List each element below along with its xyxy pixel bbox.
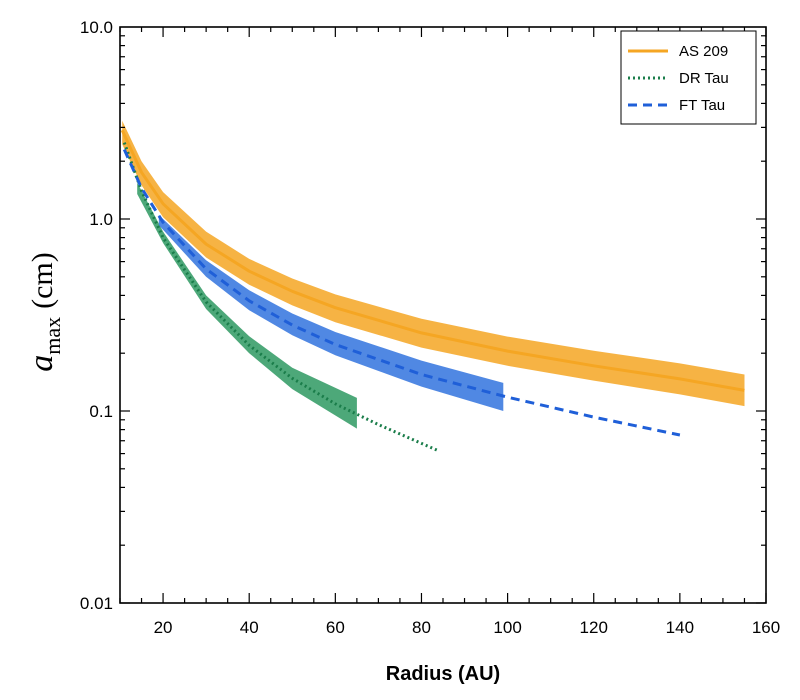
tick-labels: 20 40 60 80 100 120 140 160 0.01 0.1 1.0 10.0	[80, 18, 780, 637]
x-axis-title: Radius (AU)	[386, 663, 500, 685]
x-tick-label: 140	[666, 618, 694, 637]
y-tick-label: 0.1	[89, 402, 113, 421]
y-axis-title-main: a	[23, 355, 60, 372]
x-tick-label: 160	[752, 618, 780, 637]
legend-label-drtau: DR Tau	[679, 70, 729, 87]
x-tick-label: 40	[240, 618, 259, 637]
x-tick-label: 20	[154, 618, 173, 637]
y-axis-title-subscript: max	[40, 317, 65, 355]
legend-label-as209: AS 209	[679, 43, 728, 60]
y-tick-label: 0.01	[80, 594, 113, 613]
x-tick-label: 80	[412, 618, 431, 637]
line-drtau	[122, 142, 440, 453]
x-tick-label: 60	[326, 618, 345, 637]
y-axis-title-unit: (cm)	[26, 252, 59, 309]
band-fttau	[158, 214, 504, 411]
legend: AS 209 DR Tau FT Tau	[620, 30, 757, 125]
band-as209	[122, 120, 745, 407]
line-as209	[120, 129, 745, 392]
series-lines	[120, 129, 745, 453]
legend-label-fttau: FT Tau	[679, 97, 725, 114]
y-tick-label: 1.0	[89, 210, 113, 229]
x-tick-label: 120	[580, 618, 608, 637]
y-tick-label: 10.0	[80, 18, 113, 37]
line-fttau	[122, 148, 681, 437]
y-axis-title: amax (cm)	[23, 252, 65, 372]
x-tick-label: 100	[493, 618, 521, 637]
